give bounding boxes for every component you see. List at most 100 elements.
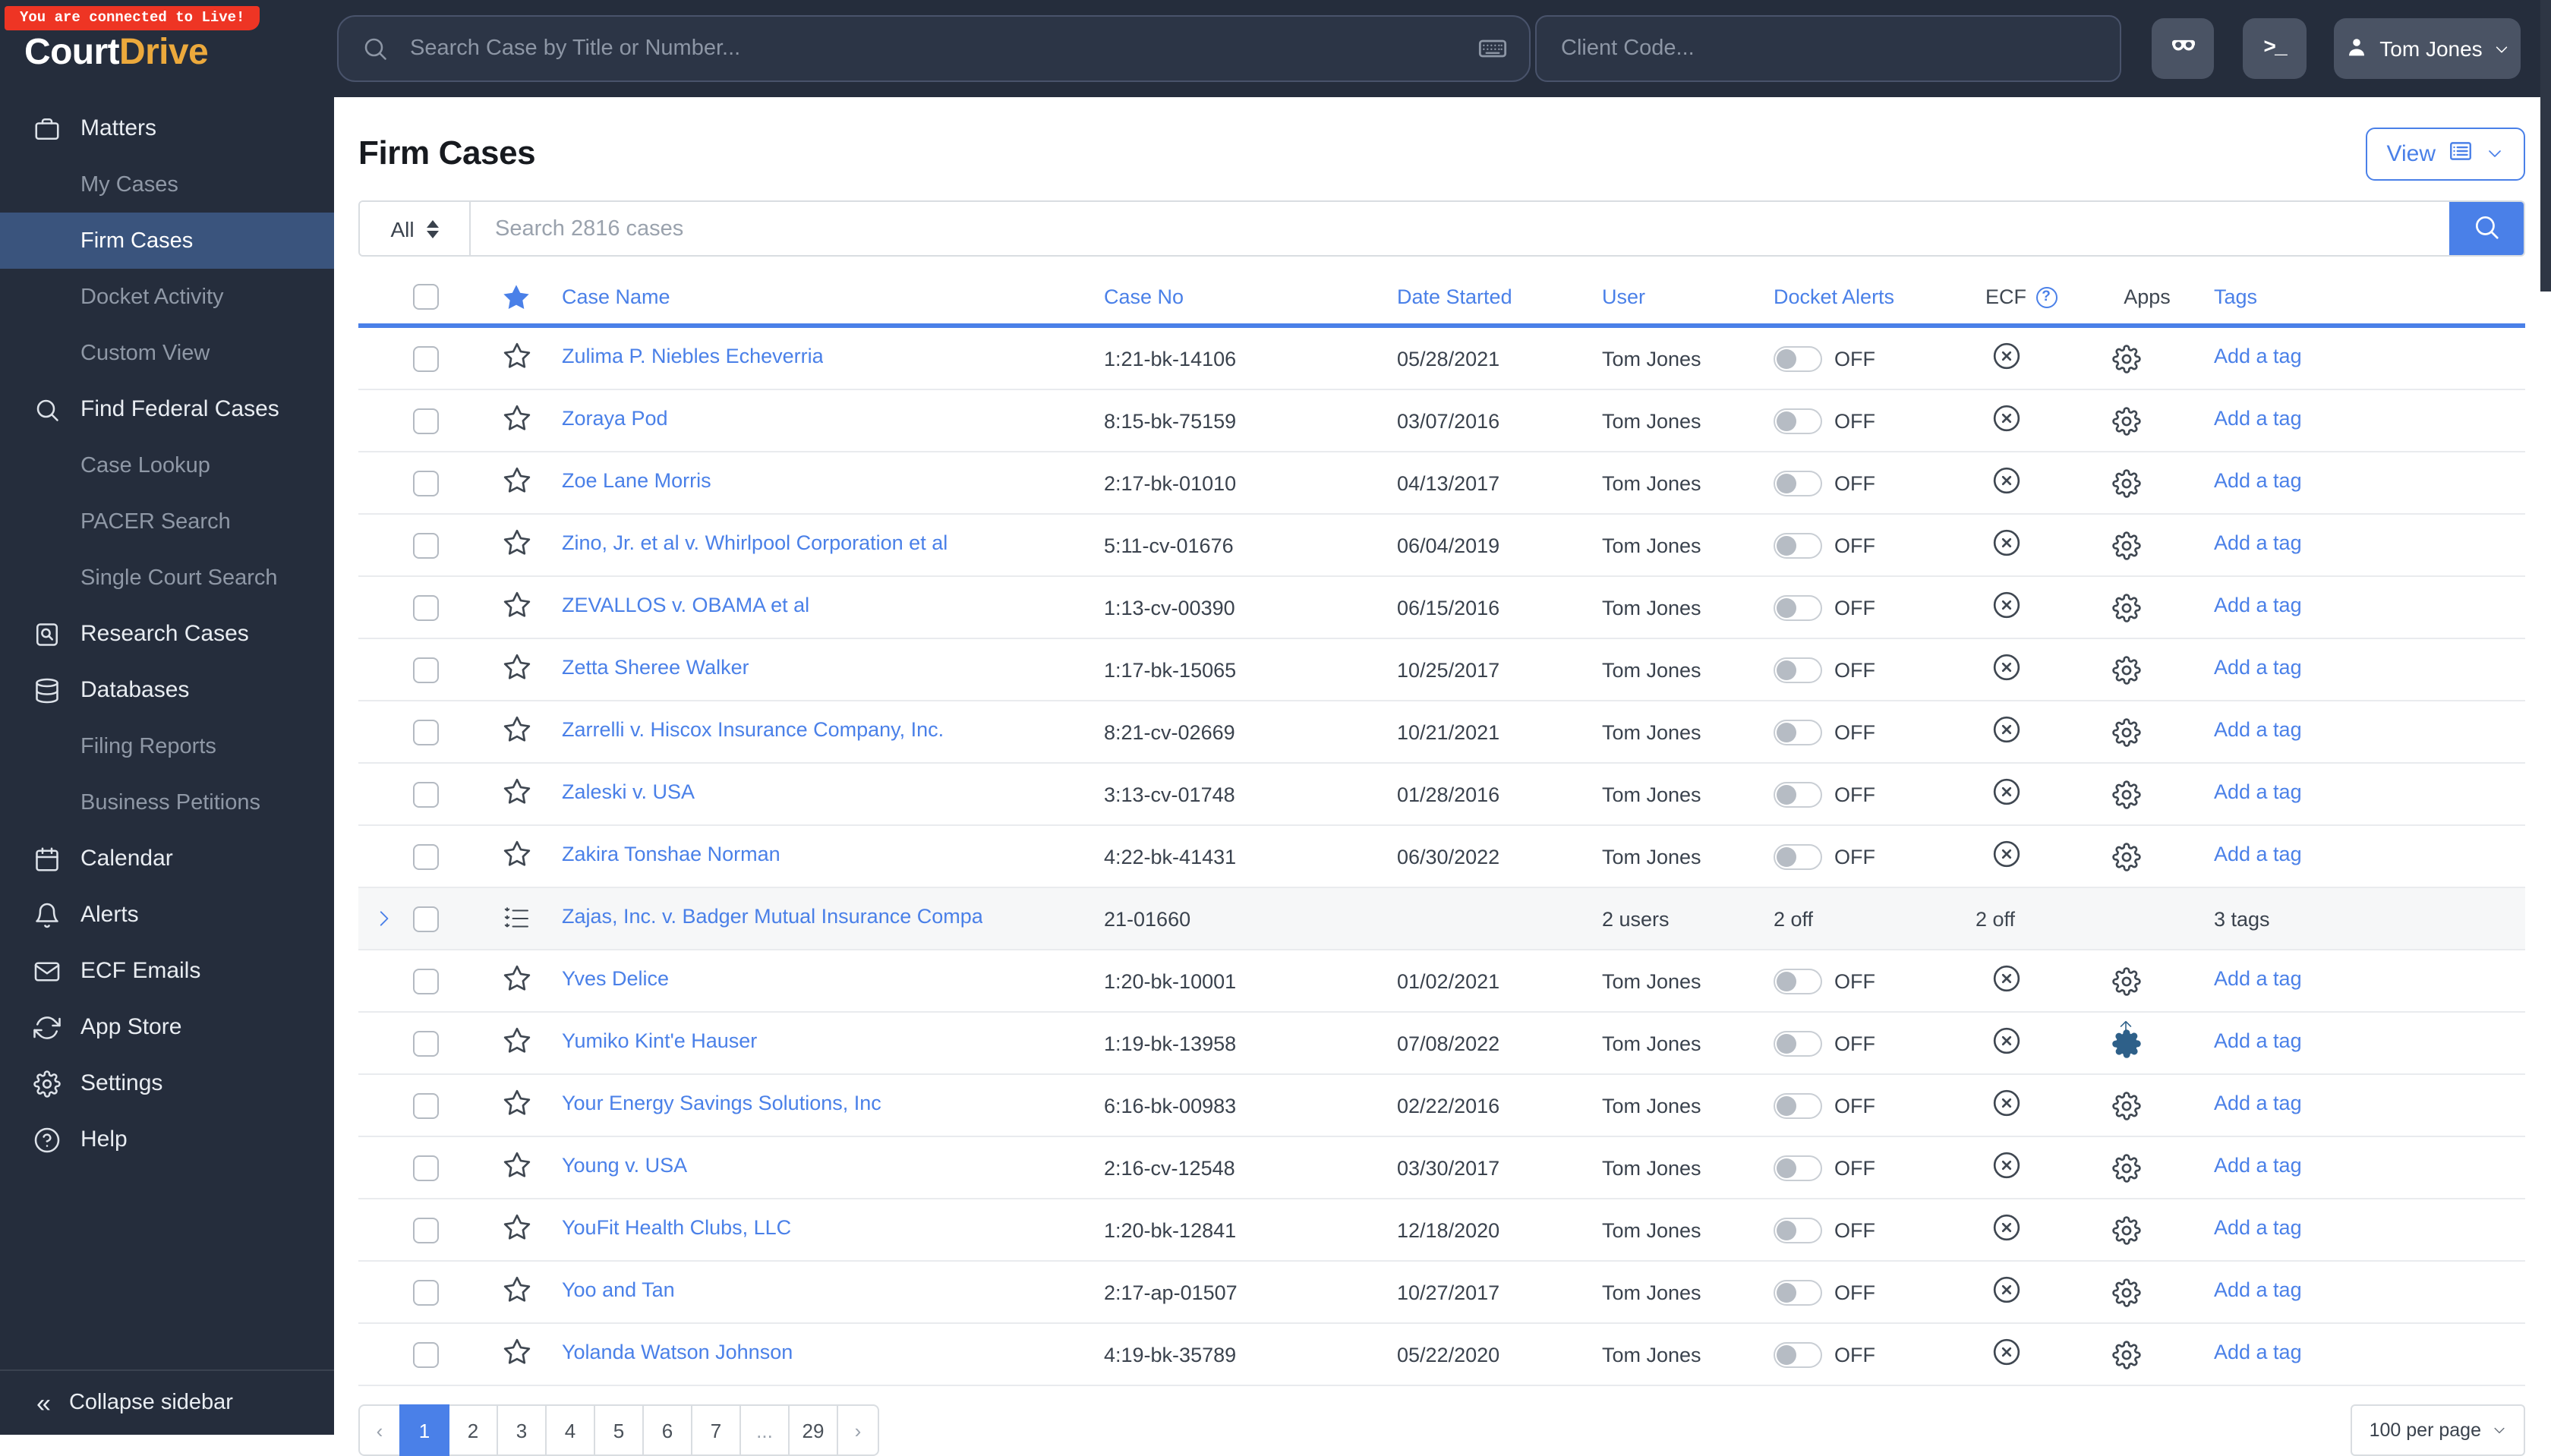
add-tag-link[interactable]: Add a tag — [2214, 656, 2302, 679]
row-checkbox[interactable] — [412, 1092, 438, 1118]
ecf-disabled-icon[interactable] — [1991, 466, 2020, 500]
sidebar-item-filing-reports[interactable]: Filing Reports — [80, 734, 216, 758]
ecf-disabled-icon[interactable] — [1991, 342, 2020, 375]
page-button[interactable]: ... — [739, 1404, 790, 1456]
row-checkbox[interactable] — [412, 1030, 438, 1056]
docket-alerts-toggle[interactable] — [1774, 470, 1822, 496]
sidebar-item-calendar[interactable]: Calendar — [0, 830, 334, 887]
case-name-link[interactable]: Your Energy Savings Solutions, Inc — [562, 1092, 881, 1114]
app-logo[interactable]: CourtDrive — [24, 32, 209, 73]
collapse-sidebar-button[interactable]: « Collapse sidebar — [0, 1369, 334, 1435]
docket-alerts-toggle[interactable] — [1774, 1279, 1822, 1305]
next-page-button[interactable]: › — [837, 1404, 879, 1456]
docket-alerts-toggle[interactable] — [1774, 843, 1822, 869]
docket-alerts-toggle[interactable] — [1774, 781, 1822, 807]
row-checkbox[interactable] — [412, 1341, 438, 1367]
add-tag-link[interactable]: Add a tag — [2214, 531, 2302, 554]
page-button[interactable]: 2 — [448, 1404, 498, 1456]
docket-alerts-toggle[interactable] — [1774, 1155, 1822, 1180]
ecf-disabled-icon[interactable] — [1991, 653, 2020, 686]
sidebar-item-ecf-emails[interactable]: ECF Emails — [0, 943, 334, 999]
sidebar-item-alerts[interactable]: Alerts — [0, 887, 334, 943]
case-name-link[interactable]: Zulima P. Niebles Echeverria — [562, 345, 824, 367]
page-button[interactable]: 29 — [788, 1404, 838, 1456]
select-all-checkbox[interactable] — [412, 284, 438, 310]
apps-gear-icon[interactable] — [2111, 1153, 2140, 1182]
add-tag-link[interactable]: Add a tag — [2214, 1029, 2302, 1052]
ecf-disabled-icon[interactable] — [1991, 1026, 2020, 1060]
page-button[interactable]: 7 — [691, 1404, 741, 1456]
ecf-disabled-icon[interactable] — [1991, 404, 2020, 437]
ecf-disabled-icon[interactable] — [1991, 715, 2020, 748]
case-name-link[interactable]: Yumiko Kint'e Hauser — [562, 1029, 758, 1052]
ecf-disabled-icon[interactable] — [1991, 528, 2020, 562]
page-button[interactable]: 6 — [642, 1404, 692, 1456]
row-checkbox[interactable] — [412, 470, 438, 496]
sidebar-item-find-federal-cases[interactable]: Find Federal Cases — [0, 381, 334, 437]
row-checkbox[interactable] — [412, 781, 438, 807]
ecf-disabled-icon[interactable] — [1991, 964, 2020, 997]
add-tag-link[interactable]: Add a tag — [2214, 469, 2302, 492]
apps-gear-icon[interactable] — [2111, 1215, 2140, 1244]
add-tag-link[interactable]: Add a tag — [2214, 1341, 2302, 1363]
favorite-star-icon[interactable] — [502, 653, 531, 686]
row-checkbox[interactable] — [412, 968, 438, 994]
case-name-link[interactable]: Zoraya Pod — [562, 407, 668, 430]
case-search-input[interactable] — [407, 35, 1477, 62]
case-name-link[interactable]: ZEVALLOS v. OBAMA et al — [562, 594, 810, 616]
ecf-disabled-icon[interactable] — [1991, 1338, 2020, 1371]
row-checkbox[interactable] — [412, 906, 438, 931]
case-name-link[interactable]: Yoo and Tan — [562, 1278, 675, 1301]
col-header-docket-alerts[interactable]: Docket Alerts — [1774, 285, 1895, 308]
favorite-star-icon[interactable] — [502, 528, 531, 562]
apps-gear-icon[interactable] — [2111, 1020, 2140, 1057]
col-header-date-started[interactable]: Date Started — [1397, 285, 1512, 308]
row-checkbox[interactable] — [412, 719, 438, 745]
apps-gear-icon[interactable] — [2111, 344, 2140, 373]
add-tag-link[interactable]: Add a tag — [2214, 843, 2302, 865]
ecf-disabled-icon[interactable] — [1991, 1151, 2020, 1184]
ecf-disabled-icon[interactable] — [1991, 1213, 2020, 1246]
apps-gear-icon[interactable] — [2111, 1340, 2140, 1369]
docket-alerts-toggle[interactable] — [1774, 1030, 1822, 1056]
page-button[interactable]: 1 — [399, 1404, 449, 1456]
docket-alerts-toggle[interactable] — [1774, 532, 1822, 558]
ecf-disabled-icon[interactable] — [1991, 1275, 2020, 1309]
row-checkbox[interactable] — [412, 345, 438, 371]
row-checkbox[interactable] — [412, 1279, 438, 1305]
docket-alerts-toggle[interactable] — [1774, 968, 1822, 994]
apps-gear-icon[interactable] — [2111, 531, 2140, 559]
add-tag-link[interactable]: Add a tag — [2214, 780, 2302, 803]
case-name-link[interactable]: Zino, Jr. et al v. Whirlpool Corporation… — [562, 531, 948, 554]
col-header-ecf[interactable]: ECF? — [1945, 285, 2067, 308]
keyboard-icon[interactable] — [1477, 33, 1508, 64]
apps-gear-icon[interactable] — [2111, 1091, 2140, 1120]
row-checkbox[interactable] — [412, 532, 438, 558]
user-menu-button[interactable]: Tom Jones — [2334, 18, 2521, 79]
sidebar-item-business-petitions[interactable]: Business Petitions — [80, 790, 260, 815]
row-checkbox[interactable] — [412, 1217, 438, 1243]
sidebar-item-pacer-search[interactable]: PACER Search — [80, 509, 231, 534]
case-name-link[interactable]: Zajas, Inc. v. Badger Mutual Insurance C… — [562, 905, 983, 928]
sidebar-item-case-lookup[interactable]: Case Lookup — [80, 453, 210, 477]
docket-alerts-toggle[interactable] — [1774, 408, 1822, 433]
add-tag-link[interactable]: Add a tag — [2214, 967, 2302, 990]
case-name-link[interactable]: YouFit Health Clubs, LLC — [562, 1216, 792, 1239]
add-tag-link[interactable]: Add a tag — [2214, 1154, 2302, 1177]
apps-gear-icon[interactable] — [2111, 655, 2140, 684]
apps-gear-icon[interactable] — [2111, 593, 2140, 622]
ecf-disabled-icon[interactable] — [1991, 840, 2020, 873]
apps-gear-icon[interactable] — [2111, 966, 2140, 995]
apps-gear-icon[interactable] — [2111, 406, 2140, 435]
page-button[interactable]: 3 — [497, 1404, 547, 1456]
add-tag-link[interactable]: Add a tag — [2214, 1278, 2302, 1301]
favorite-star-icon[interactable] — [502, 591, 531, 624]
prev-page-button[interactable]: ‹ — [358, 1404, 401, 1456]
scrollbar-thumb[interactable] — [2540, 0, 2551, 292]
add-tag-link[interactable]: Add a tag — [2214, 718, 2302, 741]
sidebar-item-single-court-search[interactable]: Single Court Search — [80, 566, 278, 590]
apps-gear-icon[interactable] — [2111, 780, 2140, 808]
apps-gear-icon[interactable] — [2111, 468, 2140, 497]
terminal-button[interactable]: >_ — [2243, 18, 2307, 79]
favorite-star-icon[interactable] — [502, 1338, 531, 1371]
